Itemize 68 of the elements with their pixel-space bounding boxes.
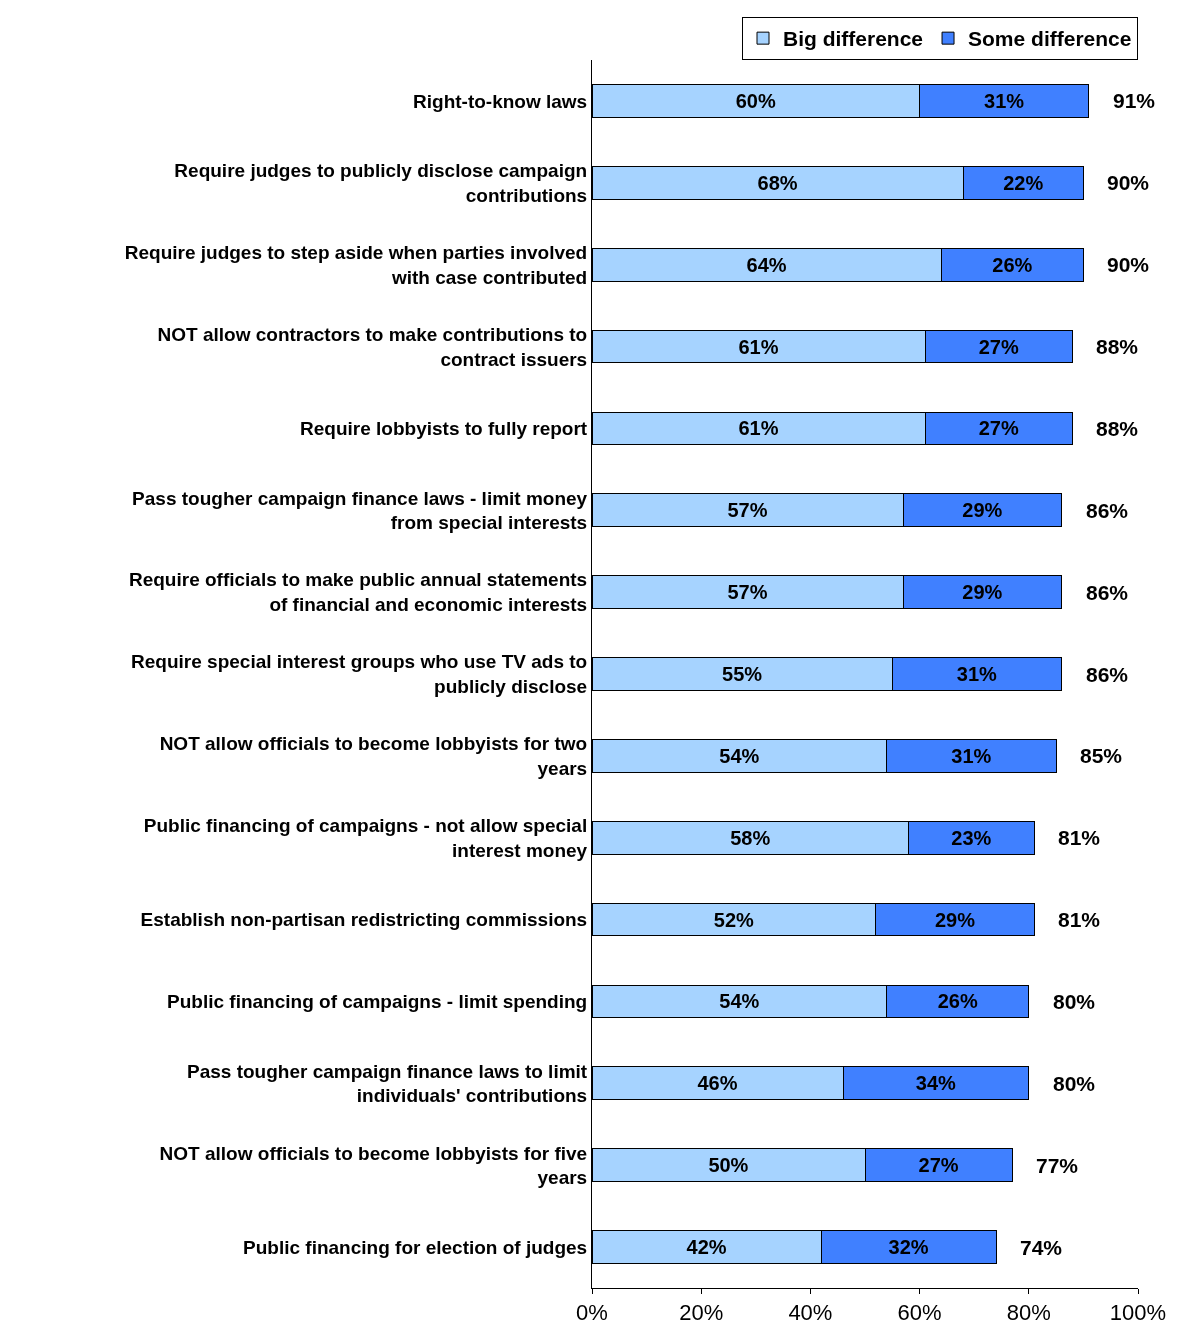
y-tick-label: Pass tougher campaign finance laws - limit money from special interests — [132, 487, 588, 534]
y-tick-label: Require officials to make public annual statements of financial and economic interests — [128, 569, 588, 616]
y-tick-label: Require judges to publicly disclose campaign contributions — [174, 160, 588, 206]
data-label: 46% — [697, 1072, 738, 1095]
data-label: 29% — [962, 499, 1003, 522]
y-tick-label: Require judges to step aside when parties involved with case contributed — [124, 241, 588, 288]
x-tick-label: 40% — [788, 1300, 833, 1326]
y-tick-label: Require lobbyists to fully report — [300, 418, 588, 440]
data-label: 61% — [738, 417, 779, 440]
legend-label: Some difference — [968, 27, 1132, 51]
y-tick-label: Right-to-know laws — [413, 90, 588, 112]
y-tick-label: NOT allow officials to become lobbyists for five years — [159, 1142, 588, 1189]
total-label: 86% — [1086, 499, 1129, 522]
data-label: 27% — [978, 417, 1019, 440]
data-label: 58% — [730, 826, 771, 849]
total-label: 80% — [1053, 1072, 1096, 1095]
y-tick-label: Pass tougher campaign finance laws to limit individuals' contributions — [187, 1060, 588, 1107]
data-label: 52% — [713, 908, 755, 931]
total-label: 81% — [1058, 826, 1101, 849]
data-label: 64% — [746, 253, 787, 276]
data-label: 26% — [992, 253, 1033, 276]
data-label: 23% — [951, 826, 992, 849]
data-label: 42% — [686, 1236, 727, 1259]
total-label: 74% — [1020, 1236, 1063, 1259]
total-label: 86% — [1086, 663, 1129, 686]
data-label: 22% — [1003, 171, 1044, 194]
x-tick-label: 100% — [1109, 1300, 1167, 1326]
data-label: 31% — [984, 89, 1025, 112]
data-label: 50% — [708, 1154, 749, 1177]
y-tick-label: Establish non-partisan redistricting commissions — [140, 909, 588, 931]
data-label: 57% — [727, 499, 768, 522]
total-label: 91% — [1113, 89, 1156, 112]
total-label: 81% — [1058, 908, 1101, 931]
total-label: 90% — [1107, 253, 1150, 276]
y-tick-label: Require special interest groups who use TV ads to publicly disclose — [131, 651, 588, 697]
data-label: 60% — [735, 89, 776, 112]
data-label: 57% — [727, 581, 768, 604]
total-label: 85% — [1080, 744, 1123, 767]
data-label: 68% — [757, 171, 798, 194]
data-label: 29% — [934, 908, 976, 931]
data-label: 61% — [738, 335, 779, 358]
y-tick-label: Public financing of campaigns - not allow special interest money — [143, 815, 588, 861]
data-label: 26% — [937, 990, 978, 1013]
y-tick-label: NOT allow officials to become lobbyists for two years — [159, 733, 588, 779]
y-tick-label: Public financing of campaigns - limit spending — [167, 991, 588, 1013]
total-label: 80% — [1053, 990, 1096, 1013]
total-label: 77% — [1036, 1154, 1079, 1177]
y-tick-label: Public financing for election of judges — [243, 1236, 588, 1258]
data-label: 29% — [962, 581, 1003, 604]
total-label: 88% — [1096, 335, 1139, 358]
data-label: 27% — [918, 1154, 959, 1177]
total-label: 90% — [1107, 171, 1150, 194]
x-tick-label: 60% — [897, 1300, 942, 1326]
data-label: 54% — [719, 744, 760, 767]
legend-label: Big difference — [783, 27, 924, 51]
x-tick-label: 20% — [679, 1300, 724, 1326]
data-label: 31% — [956, 663, 998, 685]
data-label: 32% — [888, 1236, 929, 1259]
data-label: 31% — [951, 744, 992, 767]
total-label: 88% — [1096, 417, 1139, 440]
data-label: 27% — [978, 335, 1019, 358]
y-tick-label: NOT allow contractors to make contributions to contract issuers — [157, 323, 588, 370]
data-label: 55% — [722, 663, 763, 685]
total-label: 86% — [1086, 581, 1129, 604]
x-tick-label: 0% — [576, 1300, 608, 1326]
x-tick-label: 80% — [1006, 1300, 1051, 1326]
data-label: 34% — [915, 1072, 957, 1095]
data-label: 54% — [719, 990, 760, 1013]
